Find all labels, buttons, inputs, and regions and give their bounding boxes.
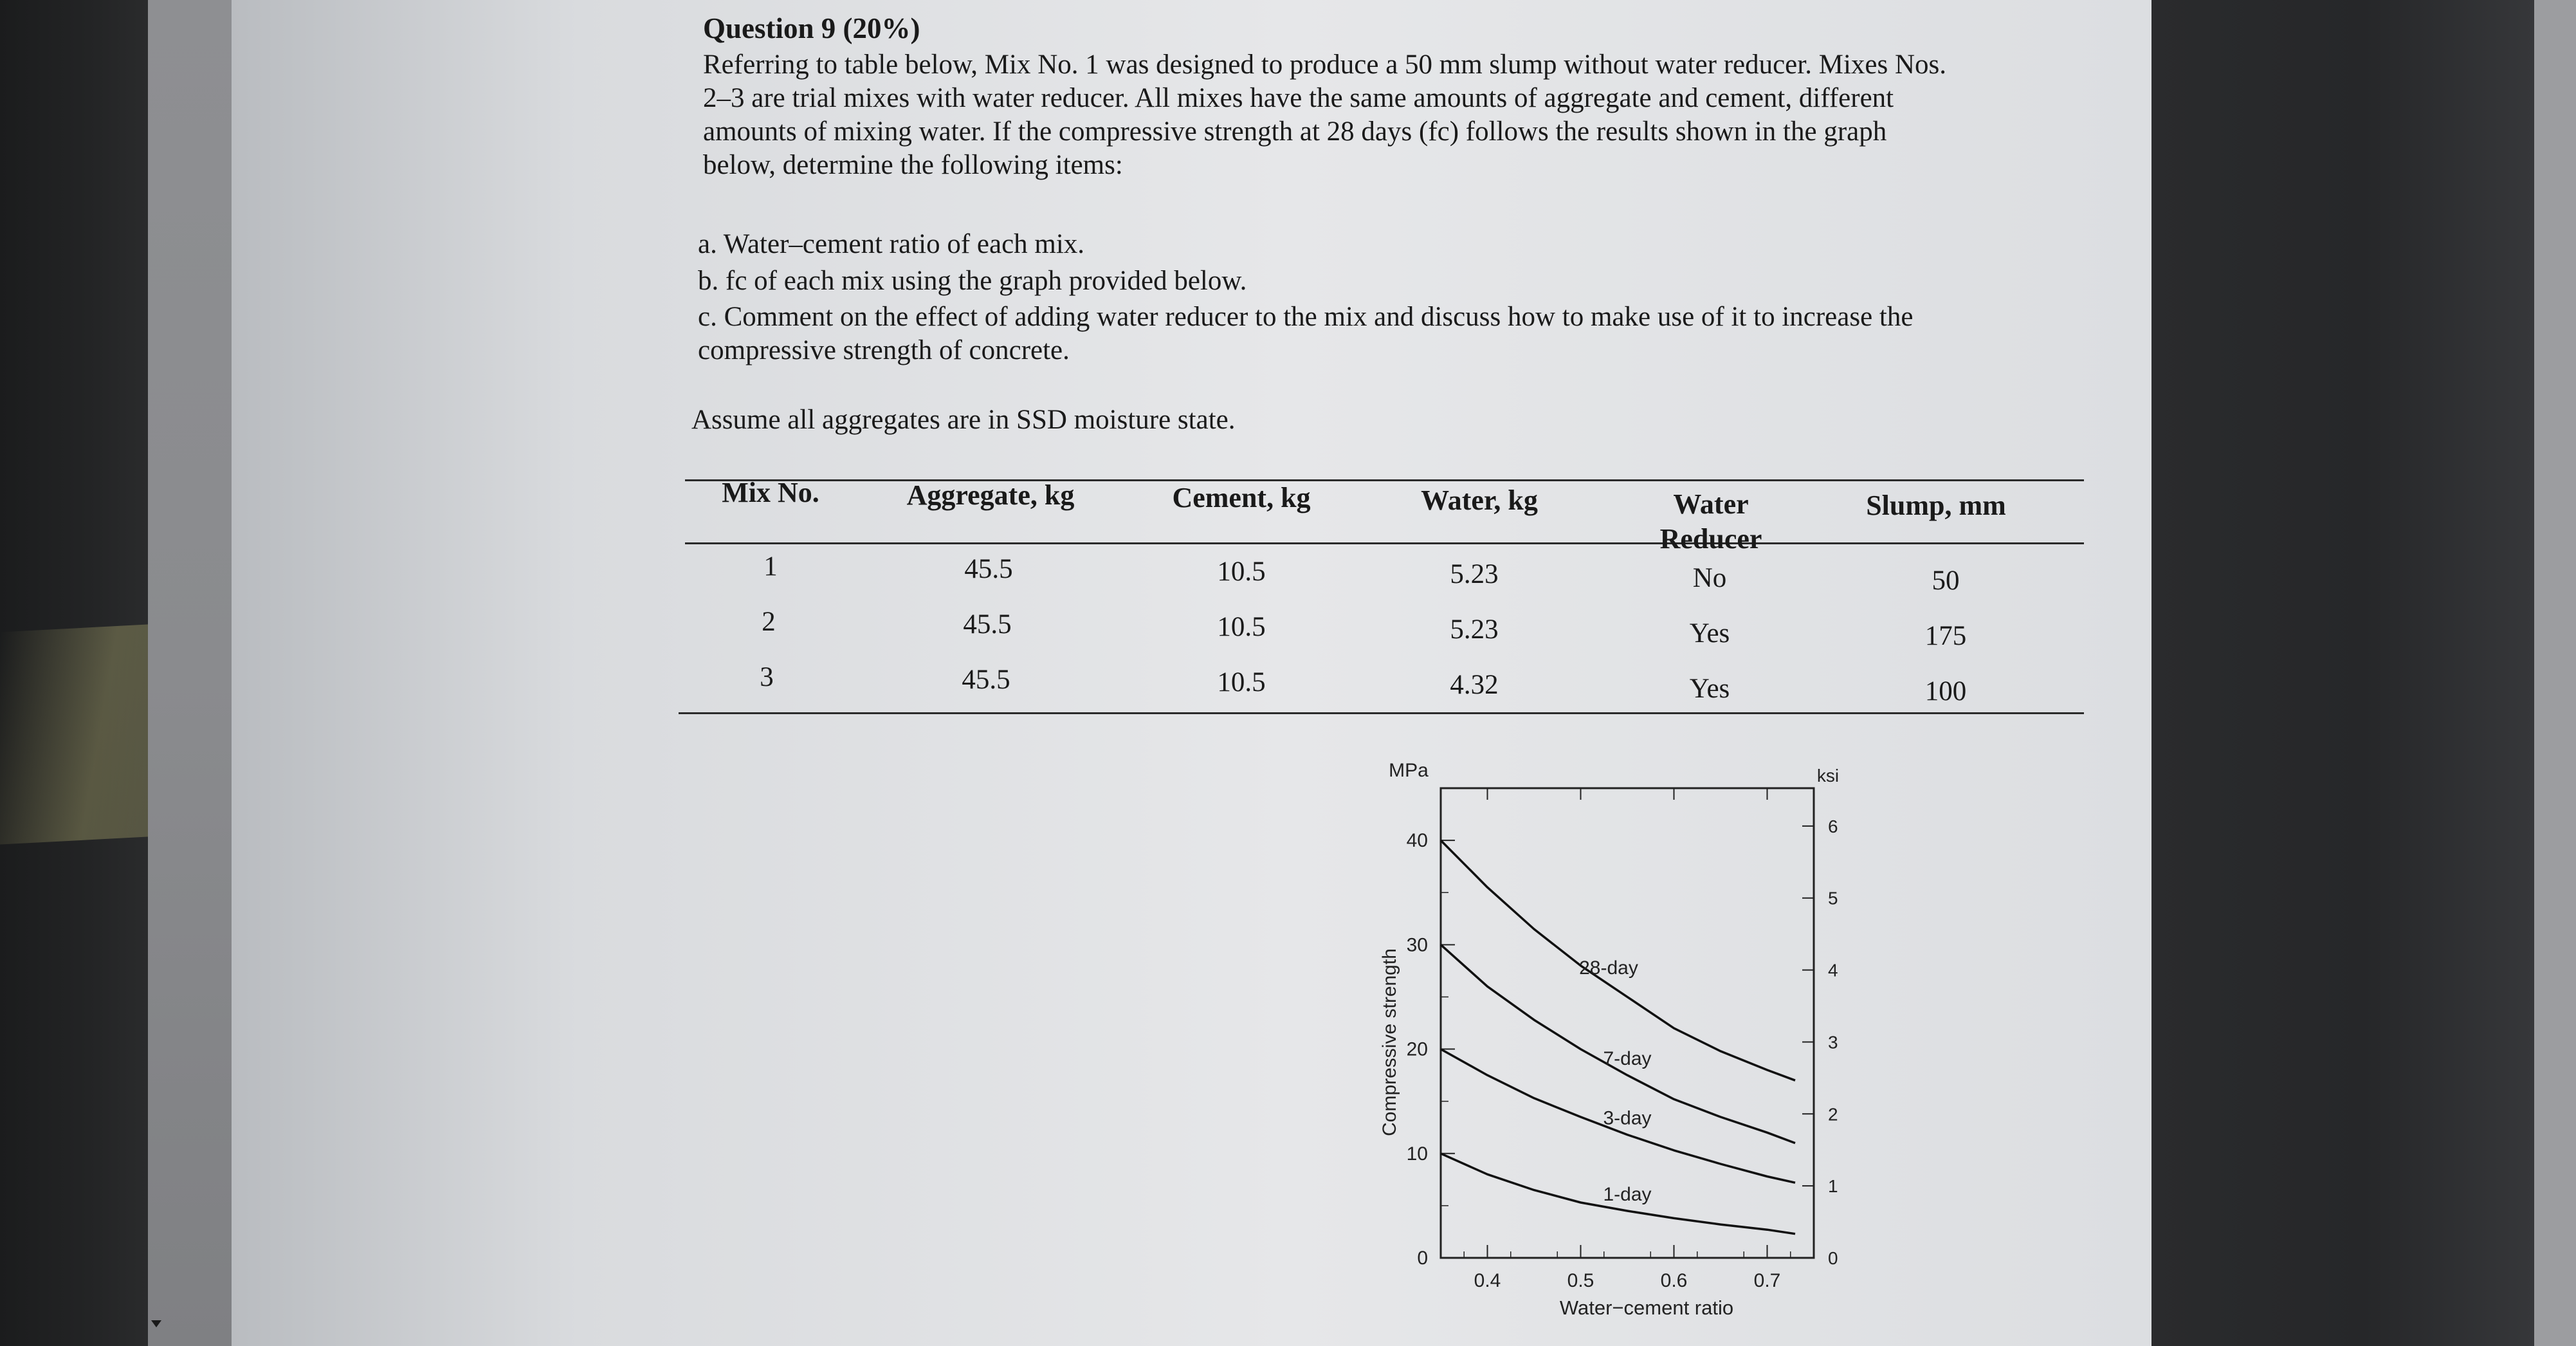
y2-tick-label: 2	[1828, 1104, 1838, 1124]
cell-aggregate: 45.5	[962, 665, 1010, 695]
scrollbar-track[interactable]	[148, 0, 232, 1346]
y-unit-left-label: MPa	[1389, 760, 1429, 781]
y-unit-right-label: ksi	[1817, 766, 1839, 786]
y2-tick-label: 5	[1828, 889, 1838, 908]
cell-water: 5.23	[1450, 559, 1499, 589]
item-b: b. fc of each mix using the graph provid…	[698, 266, 1247, 296]
y-axis-label: Compressive strength	[1379, 948, 1400, 1136]
y-tick-label: 40	[1407, 830, 1428, 851]
col-header-aggregate: Aggregate, kg	[906, 479, 1075, 511]
cell-water-reducer: Yes	[1689, 618, 1730, 649]
table-bottom-rule	[679, 712, 2084, 714]
plot-frame	[1439, 787, 1815, 1259]
cell-mix-no: 2	[762, 607, 776, 637]
question-paragraph-line-4: below, determine the following items:	[703, 150, 1123, 180]
cell-cement: 10.5	[1217, 667, 1266, 697]
cell-aggregate: 45.5	[964, 554, 1013, 584]
item-a: a. Water–cement ratio of each mix.	[698, 229, 1085, 259]
strength-chart: 0.4 0.5 0.6 0.7 0 10 20 30 40 0 1 2 3 4 5 6 MPa ksi Compre…	[1351, 746, 1865, 1345]
cell-aggregate: 45.5	[963, 609, 1012, 640]
chart-svg: 0.4 0.5 0.6 0.7 0 10 20 30 40 0 1 2 3 4 5 6 MPa ksi Compre…	[1379, 760, 1839, 1319]
cell-cement: 10.5	[1217, 557, 1266, 587]
cell-water: 4.32	[1450, 670, 1499, 700]
col-header-cement: Cement, kg	[1172, 482, 1311, 513]
question-paragraph-line-3: amounts of mixing water. If the compress…	[703, 116, 1887, 147]
question-title: Question 9 (20%)	[703, 12, 920, 44]
document-page: Question 9 (20%) Referring to table belo…	[232, 0, 2151, 1346]
table-header-rule	[685, 542, 2084, 544]
col-header-mix-no: Mix No.	[722, 477, 819, 508]
series-line-3-day	[1440, 1048, 1796, 1184]
cell-mix-no: 1	[763, 551, 778, 582]
item-c-line-1: c. Comment on the effect of adding water…	[698, 302, 1914, 332]
col-header-slump: Slump, mm	[1866, 490, 2006, 521]
assumption-text: Assume all aggregates are in SSD moistur…	[691, 405, 1236, 435]
col-header-water-reducer-line-2: Reducer	[1659, 523, 1762, 555]
y-tick-label: 0	[1417, 1248, 1428, 1269]
background-left	[0, 0, 148, 1346]
question-paragraph-line-1: Referring to table below, Mix No. 1 was …	[703, 50, 1947, 80]
background-right	[2151, 0, 2576, 1346]
series-label: 3-day	[1603, 1108, 1651, 1129]
y2-tick-label: 4	[1828, 961, 1838, 981]
series-label: 1-day	[1603, 1184, 1651, 1205]
cell-mix-no: 3	[760, 662, 774, 692]
scroll-down-arrow-icon[interactable]	[151, 1320, 161, 1327]
series-line-1-day	[1440, 1152, 1796, 1235]
y-tick-label: 10	[1407, 1143, 1428, 1165]
y2-tick-label: 1	[1828, 1176, 1838, 1196]
x-axis-label: Water−cement ratio	[1560, 1296, 1733, 1319]
y2-tick-label: 6	[1828, 816, 1838, 836]
cell-water: 5.23	[1450, 614, 1499, 645]
col-header-water: Water, kg	[1421, 484, 1538, 516]
y-tick-label: 30	[1407, 934, 1428, 955]
x-tick-label: 0.6	[1661, 1270, 1688, 1291]
cell-cement: 10.5	[1217, 612, 1266, 642]
cell-slump: 50	[1932, 566, 1960, 596]
cell-slump: 175	[1924, 621, 1967, 651]
series-line-28-day	[1439, 839, 1796, 1082]
x-tick-label: 0.5	[1567, 1270, 1594, 1291]
cell-slump: 100	[1924, 676, 1967, 706]
table-top-rule	[685, 479, 2084, 481]
cell-water-reducer: No	[1692, 563, 1727, 593]
item-c-line-2: compressive strength of concrete.	[698, 335, 1070, 365]
col-header-water-reducer-line-1: Water	[1673, 488, 1749, 520]
cell-water-reducer: Yes	[1689, 674, 1730, 704]
x-tick-label: 0.7	[1754, 1270, 1781, 1291]
y2-tick-label: 3	[1828, 1032, 1838, 1052]
y-tick-label: 20	[1407, 1039, 1428, 1060]
x-tick-label: 0.4	[1474, 1270, 1501, 1291]
y2-tick-label: 0	[1828, 1248, 1838, 1268]
right-panel-edge	[2534, 0, 2576, 1346]
series-line-7-day	[1439, 943, 1796, 1145]
question-paragraph-line-2: 2–3 are trial mixes with water reducer. …	[703, 83, 1894, 113]
series-label: 7-day	[1603, 1048, 1651, 1069]
series-label: 28-day	[1579, 957, 1638, 979]
